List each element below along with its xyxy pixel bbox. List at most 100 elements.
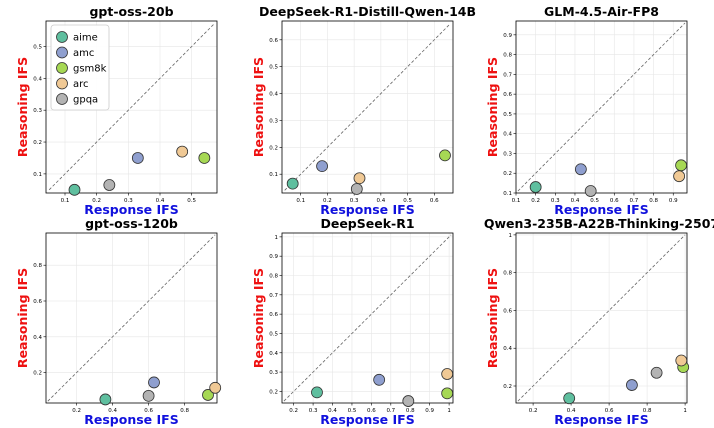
x-axis-label: Response IFS xyxy=(320,202,414,217)
panel-title: DeepSeek-R1 xyxy=(320,216,414,231)
diagonal-line xyxy=(284,23,451,191)
y-axis-label: Reasoning IFS xyxy=(485,268,500,368)
x-tick-label: 0.1 xyxy=(512,198,521,204)
point-aime xyxy=(68,183,81,196)
point-amc xyxy=(626,379,638,391)
diagonal-line xyxy=(517,234,686,402)
legend-marker-amc xyxy=(56,46,68,59)
y-tick-label: 1 xyxy=(509,233,513,239)
legend-marker-gsm8k xyxy=(56,62,68,74)
x-tick-label: 0.2 xyxy=(529,408,538,414)
x-tick-label: 0.4 xyxy=(567,408,576,414)
y-tick-label: 0.4 xyxy=(33,335,42,341)
y-tick-label: 0.2 xyxy=(33,140,42,146)
y-tick-label: 0.8 xyxy=(503,271,512,277)
x-tick-label: 0.8 xyxy=(406,408,415,414)
y-axis-label: Reasoning IFS xyxy=(15,57,30,157)
axes-frame xyxy=(45,232,218,404)
x-tick-label: 0.4 xyxy=(156,198,165,204)
x-tick-label: 0.7 xyxy=(386,408,395,414)
y-tick-label: 0.5 xyxy=(269,331,278,337)
y-tick-label: 0.7 xyxy=(503,72,512,78)
x-tick-label: 0.9 xyxy=(669,198,678,204)
panel-title: GLM-4.5-Air-FP8 xyxy=(544,4,659,19)
legend-label-amc: amc xyxy=(73,48,94,59)
x-tick-label: 1 xyxy=(447,408,451,414)
y-tick-label: 0.4 xyxy=(503,132,512,138)
y-tick-label: 0.3 xyxy=(503,151,512,157)
x-tick-label: 0.8 xyxy=(649,198,658,204)
legend-marker-gpqa xyxy=(56,93,68,105)
point-gpqa xyxy=(650,366,663,379)
y-tick-label: 0.3 xyxy=(269,370,278,376)
panel-title: gpt-oss-120b xyxy=(85,216,178,231)
y-tick-label: 0.6 xyxy=(33,299,42,305)
x-tick-label: 0.3 xyxy=(350,198,359,204)
y-axis-label: Reasoning IFS xyxy=(485,57,500,157)
y-tick-label: 1 xyxy=(275,235,279,241)
x-tick-label: 0.2 xyxy=(92,198,101,204)
y-tick-label: 0.1 xyxy=(503,191,512,197)
y-tick-label: 0.6 xyxy=(503,308,512,314)
panel-6: 0.2 0.4 0.6 0.8 1 0.2 0.4 0.6 0.8 1 Qwen3-235B-A22… xyxy=(484,216,714,427)
y-tick-label: 0.9 xyxy=(503,33,512,39)
diagonal-line xyxy=(48,23,215,191)
y-tick-label: 0.2 xyxy=(33,371,42,377)
point-gpqa xyxy=(103,179,116,191)
y-tick-label: 0.8 xyxy=(503,53,512,59)
y-tick-label: 0.5 xyxy=(503,112,512,118)
x-tick-label: 0.5 xyxy=(403,198,412,204)
y-tick-label: 0.4 xyxy=(33,76,42,82)
x-axis-label: Response IFS xyxy=(554,202,648,217)
x-tick-label: 0.6 xyxy=(610,198,619,204)
y-axis-label: Reasoning IFS xyxy=(251,268,266,368)
x-axis-label: Response IFS xyxy=(554,412,648,427)
y-tick-label: 0.4 xyxy=(269,351,278,357)
legend-label-gpqa: gpqa xyxy=(73,95,98,106)
panel-title: Qwen3-235B-A22B-Thinking-2507 xyxy=(484,216,714,231)
x-tick-label: 0.5 xyxy=(590,198,599,204)
x-tick-label: 0.5 xyxy=(348,408,357,414)
x-axis-label: Response IFS xyxy=(84,202,178,217)
axes-frame xyxy=(515,232,688,404)
point-aime xyxy=(529,181,542,193)
point-gpqa xyxy=(402,395,415,407)
y-tick-label: 0.2 xyxy=(269,389,278,395)
point-amc xyxy=(148,376,160,389)
legend-marker-aime xyxy=(56,31,68,43)
y-axis-label: Reasoning IFS xyxy=(15,268,30,368)
panel-2: 0.1 0.2 0.3 0.4 0.5 0.6 0.1 0.2 0.3 0.4 0.5 0.6 Deep… xyxy=(251,4,476,217)
y-tick-label: 0.6 xyxy=(269,38,278,44)
axes-frame xyxy=(281,20,454,194)
x-tick-label: 0.4 xyxy=(328,408,337,414)
y-tick-label: 0.3 xyxy=(33,108,42,114)
point-amc xyxy=(373,373,386,386)
point-gpqa xyxy=(142,389,155,402)
y-tick-label: 0.6 xyxy=(269,312,278,318)
panel-title: gpt-oss-20b xyxy=(89,4,173,19)
x-tick-label: 0.4 xyxy=(108,408,117,414)
x-axis-label: Response IFS xyxy=(320,412,414,427)
x-tick-label: 0.2 xyxy=(531,198,540,204)
x-tick-label: 0.3 xyxy=(551,198,560,204)
y-tick-label: 0.2 xyxy=(269,145,278,151)
x-tick-label: 0.8 xyxy=(643,408,652,414)
point-arc xyxy=(353,172,366,185)
x-tick-label: 0.3 xyxy=(124,198,133,204)
y-tick-label: 0.7 xyxy=(269,293,278,299)
point-amc xyxy=(574,163,587,176)
legend: aime amc gsm8k arc gpqa xyxy=(50,24,110,111)
y-tick-label: 0.5 xyxy=(269,65,278,71)
point-aime xyxy=(563,392,576,405)
point-gpqa xyxy=(350,183,363,195)
point-arc xyxy=(675,354,688,367)
axes-frame xyxy=(281,232,454,404)
x-tick-label: 0.4 xyxy=(571,198,580,204)
x-tick-label: 0.6 xyxy=(144,408,153,414)
x-tick-label: 0.2 xyxy=(72,408,81,414)
panel-5: 0.2 0.3 0.4 0.5 0.6 0.7 0.8 0.9 1 0.2 0.3 0.4 0.5 0.6… xyxy=(251,216,454,427)
x-tick-label: 0.4 xyxy=(376,198,385,204)
point-amc xyxy=(131,152,144,164)
point-arc xyxy=(176,145,189,158)
diagonal-line xyxy=(47,234,216,402)
